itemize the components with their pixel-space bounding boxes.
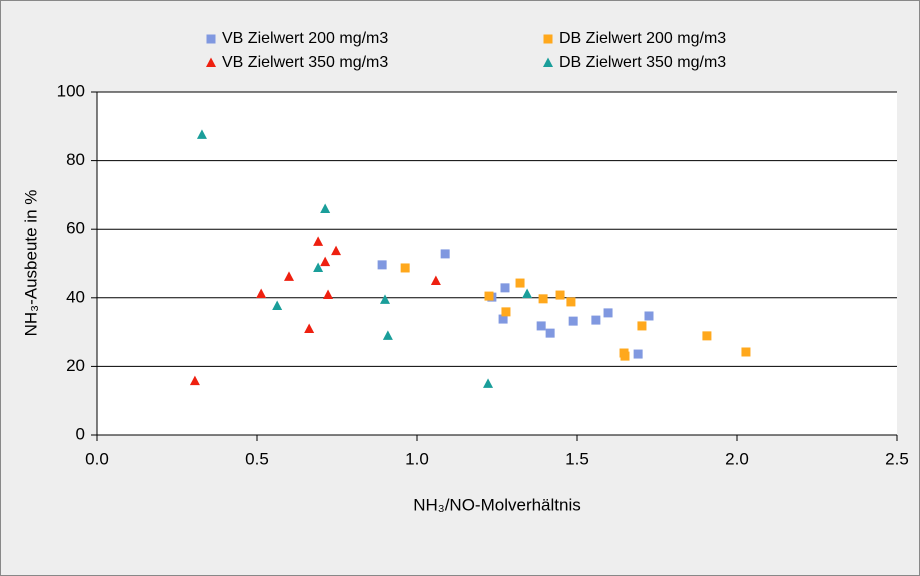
x-tick-label: 2.5	[885, 449, 909, 468]
point	[741, 347, 751, 357]
point	[644, 311, 654, 321]
legend: VB Zielwert 200 mg/m3 DB Zielwert 200 mg/…	[206, 30, 726, 71]
point	[568, 316, 578, 326]
x-tick-label: 1.0	[405, 449, 429, 468]
point	[256, 288, 267, 299]
plot-area	[97, 92, 897, 435]
x-tick-label: 1.5	[565, 449, 589, 468]
point	[500, 283, 510, 293]
x-axis-label: NH₃/NO-Molverhältnis	[413, 495, 581, 514]
y-axis-label: NH₃-Ausbeute in %	[21, 190, 40, 337]
point	[440, 249, 450, 259]
point	[501, 307, 511, 317]
y-tick-label: 80	[66, 150, 85, 169]
point	[498, 314, 508, 324]
point	[304, 323, 315, 334]
point	[284, 271, 294, 281]
point	[320, 256, 331, 267]
point	[633, 349, 643, 359]
point	[620, 351, 630, 361]
point	[515, 278, 525, 288]
y-tick-label: 60	[66, 219, 85, 238]
legend-label: VB Zielwert 200 mg/m3	[222, 30, 388, 47]
point	[189, 375, 200, 386]
point	[637, 321, 647, 331]
point	[536, 321, 546, 331]
legend-label: VB Zielwert 350 mg/m3	[222, 54, 388, 71]
point	[702, 331, 712, 341]
point	[566, 297, 576, 307]
y-tick-label: 0	[76, 424, 85, 443]
y-tick-label: 20	[66, 356, 85, 375]
point	[313, 236, 324, 246]
point	[196, 129, 207, 139]
legend-marker	[206, 34, 216, 44]
legend-label: DB Zielwert 200 mg/m3	[559, 30, 726, 47]
x-tick-label: 0.0	[85, 449, 109, 468]
point	[400, 263, 410, 273]
point	[522, 288, 533, 299]
x-tick-label: 2.0	[725, 449, 749, 468]
point	[331, 245, 342, 256]
point	[430, 275, 441, 285]
point	[483, 378, 494, 388]
point	[555, 290, 565, 300]
point	[545, 328, 555, 338]
legend-marker	[543, 57, 553, 67]
point	[313, 262, 324, 272]
y-tick-label: 40	[66, 287, 85, 306]
legend-marker	[543, 34, 553, 44]
point	[272, 300, 283, 311]
point	[320, 203, 331, 213]
point	[380, 294, 390, 304]
point	[377, 260, 387, 270]
legend-label: DB Zielwert 350 mg/m3	[559, 54, 726, 71]
point	[538, 294, 548, 304]
y-tick-label: 100	[57, 81, 85, 100]
legend-marker	[206, 57, 216, 67]
point	[591, 315, 601, 325]
point	[382, 330, 393, 340]
point	[484, 291, 494, 301]
point	[323, 289, 334, 300]
x-tick-label: 0.5	[245, 449, 269, 468]
point	[603, 308, 613, 318]
